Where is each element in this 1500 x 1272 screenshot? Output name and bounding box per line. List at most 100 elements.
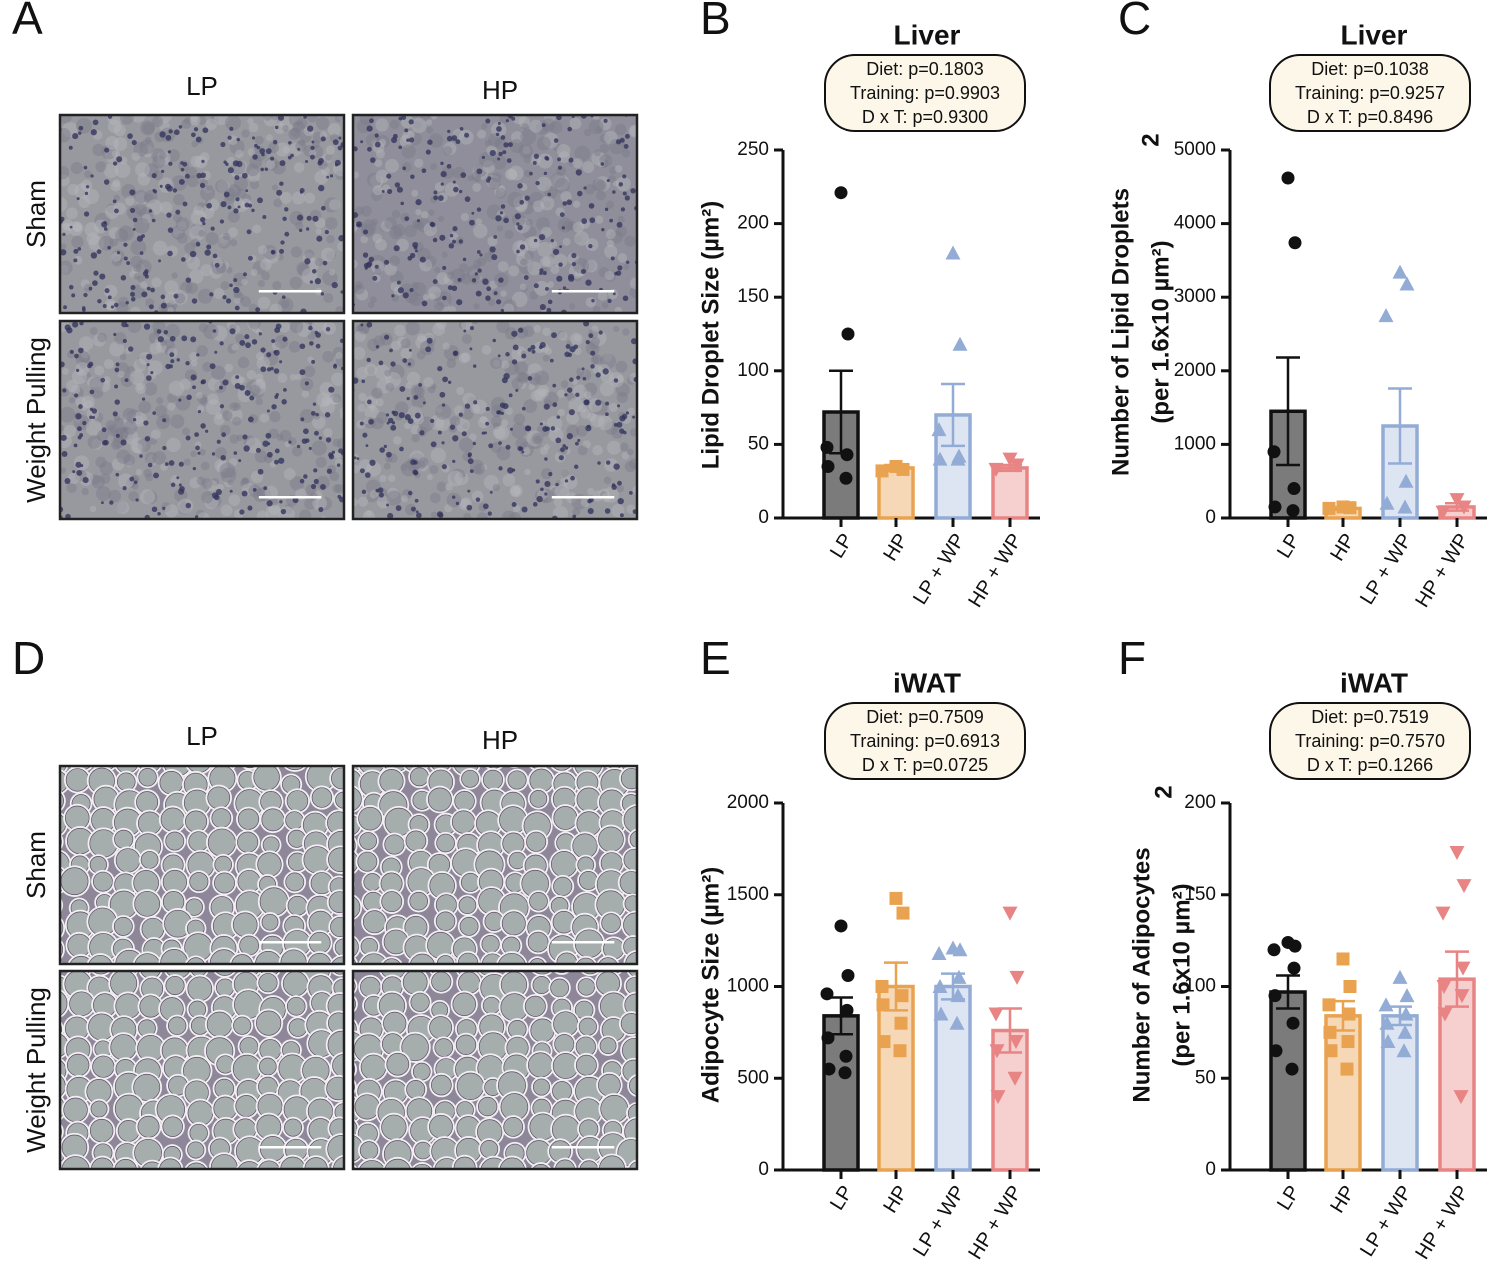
stain <box>271 115 279 121</box>
stain <box>553 497 563 507</box>
stain <box>462 392 476 406</box>
y-tick-label: 0 <box>1205 1159 1216 1180</box>
nucleus <box>165 363 171 370</box>
nucleus <box>101 427 107 433</box>
stain <box>603 353 613 362</box>
nucleus <box>163 330 168 335</box>
stain <box>215 412 223 420</box>
stain <box>446 271 455 280</box>
nucleus <box>557 157 561 162</box>
stain <box>337 437 344 450</box>
adipocyte <box>332 1156 344 1169</box>
nucleus <box>544 492 548 496</box>
nucleus <box>209 292 214 297</box>
stain <box>599 381 615 397</box>
adipocyte <box>386 1052 410 1076</box>
nucleus <box>602 368 609 375</box>
nucleus <box>186 394 192 401</box>
stain <box>406 371 421 385</box>
stain <box>371 387 383 399</box>
stain <box>537 384 550 398</box>
nucleus <box>320 136 326 142</box>
stain <box>213 413 225 426</box>
stain <box>374 238 387 251</box>
chart-title: Liver <box>1341 19 1408 50</box>
error-bar <box>998 463 1022 473</box>
stain <box>494 185 506 197</box>
nucleus <box>361 379 366 384</box>
stain <box>582 161 595 174</box>
nucleus <box>364 266 368 270</box>
nucleus <box>564 393 568 397</box>
nucleus <box>206 244 212 250</box>
stain <box>214 458 229 473</box>
nucleus <box>521 506 528 513</box>
x-tick-label: LP + WP <box>1356 530 1417 609</box>
stain <box>81 395 95 409</box>
stain <box>536 217 550 231</box>
stain <box>297 139 306 147</box>
stain <box>81 487 89 496</box>
stain <box>539 447 549 456</box>
adipocyte <box>458 896 477 915</box>
nucleus <box>452 459 456 464</box>
stain <box>152 116 164 128</box>
nucleus <box>318 436 323 440</box>
stain <box>583 391 592 399</box>
stain <box>430 383 437 390</box>
adipocyte <box>286 996 306 1016</box>
adipocyte <box>554 1034 575 1055</box>
nucleus <box>556 275 563 282</box>
nucleus <box>575 169 582 176</box>
stain <box>441 251 448 258</box>
stain <box>426 126 434 134</box>
y-tick-label: 0 <box>758 1159 769 1180</box>
nucleus <box>559 212 565 218</box>
data-point <box>1340 1062 1354 1076</box>
nucleus <box>318 157 324 164</box>
data-point <box>1399 276 1415 291</box>
stain <box>115 501 128 513</box>
stain <box>264 485 278 500</box>
nucleus <box>204 249 211 256</box>
data-point <box>951 969 967 984</box>
micrograph <box>60 115 344 313</box>
nucleus <box>446 135 453 142</box>
stain <box>569 117 582 130</box>
stain <box>60 115 72 124</box>
nucleus <box>328 386 335 393</box>
x-tick-label: LP + WP <box>909 530 970 609</box>
stain <box>353 171 359 179</box>
nucleus <box>326 468 332 474</box>
panel-letter: A <box>12 0 43 44</box>
stain <box>504 168 518 181</box>
nucleus <box>564 446 569 450</box>
stain <box>434 301 445 312</box>
stain <box>60 260 73 275</box>
adipocyte <box>620 1013 637 1035</box>
nucleus <box>275 392 279 397</box>
nucleus <box>120 439 127 446</box>
nucleus <box>498 466 503 471</box>
stain <box>404 289 419 304</box>
nucleus <box>574 441 579 446</box>
nucleus <box>312 215 319 222</box>
nucleus <box>442 295 447 301</box>
nucleus <box>475 290 482 297</box>
stain <box>65 379 79 393</box>
stain <box>111 440 121 451</box>
nucleus <box>141 234 145 238</box>
panel-letter: E <box>700 632 731 684</box>
stain <box>560 190 572 203</box>
stain <box>164 504 179 518</box>
y-tick-label: 1000 <box>1174 433 1216 454</box>
nucleus <box>481 155 485 160</box>
nucleus <box>219 385 223 390</box>
nucleus <box>611 483 616 487</box>
stain <box>148 332 160 344</box>
nucleus <box>202 127 209 134</box>
stain <box>274 334 289 349</box>
adipocyte <box>65 768 90 792</box>
adipocyte <box>578 871 598 890</box>
adipocyte <box>458 971 481 994</box>
